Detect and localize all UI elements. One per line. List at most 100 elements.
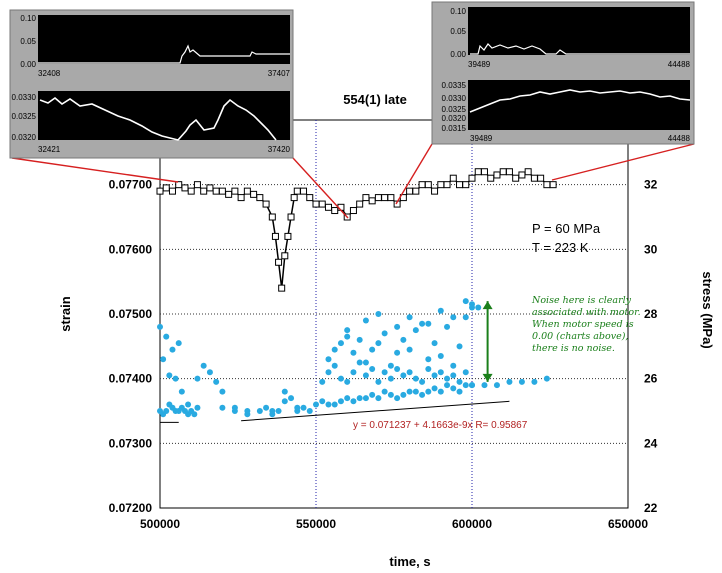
inset-top-plot [38,15,290,64]
stress-point [400,391,407,398]
stress-point [319,378,326,385]
strain-point [284,232,292,240]
stress-point [219,404,226,411]
stress-point [381,330,388,337]
strain-point [212,187,220,195]
stress-point [269,411,276,418]
inset-tick: 32408 [38,69,61,78]
strain-point [362,194,370,202]
fit-line [160,400,510,423]
callout-line [551,143,695,181]
stress-point [450,385,457,392]
strain-point [530,174,538,182]
stress-point [369,391,376,398]
inset-tick: 0.0315 [442,124,467,133]
stress-point [288,395,295,402]
stress-point [469,301,475,308]
stress-point [213,378,220,385]
strain-point [487,174,495,182]
y2-tick-label: 26 [644,372,658,386]
stress-point [381,369,388,376]
strain-point [278,284,286,292]
strain-point [543,181,551,189]
stress-point [325,401,332,408]
strain-point [162,184,170,192]
stress-point [543,375,550,382]
strain-point [474,168,482,176]
strain-point [381,194,389,202]
stress-point [387,362,394,369]
strain-point [368,197,376,205]
strain-point [187,187,195,195]
stress-point [219,388,226,395]
stress-point [206,369,213,376]
stress-point [325,369,332,376]
stress-point [244,408,251,414]
stress-point [362,372,369,379]
stress-point [362,359,369,366]
strain-point [443,181,451,189]
strain-point [206,184,214,192]
strain-point [306,194,314,202]
stress-point [437,388,444,395]
fit-equation: y = 0.071237 + 4.1663e-9x R= 0.95867 [353,420,528,431]
stress-point [375,378,382,385]
y2-tick-label: 22 [644,501,658,515]
inset-tick: 44488 [668,134,691,143]
y-tick-label: 0.07600 [109,242,153,256]
x-tick-label: 500000 [140,517,180,531]
strain-point [243,187,251,195]
x-tick-labels: 500000 550000 600000 650000 [140,517,648,531]
y2-tick-label: 24 [644,436,658,450]
stress-point [163,408,170,414]
x-tick-label: 600000 [452,517,492,531]
chart-title: 554(1) late [343,92,407,107]
stress-point [481,382,488,389]
inset-tick: 0.10 [20,14,36,23]
strain-point [281,252,289,260]
stress-point [444,323,451,330]
note-line: there is no noise. [532,343,615,354]
stress-point [456,343,463,350]
inset-top-plot [468,7,690,55]
stress-point [313,401,319,408]
stress-point [419,320,426,327]
y2-tick-label: 28 [644,307,658,321]
stress-point [450,362,457,369]
stress-point [263,404,270,411]
strain-point [499,168,507,176]
stress-point [493,382,500,389]
strain-point [493,171,501,179]
stress-point [344,327,351,334]
stress-point [462,298,469,305]
motor-speed-inset-left: 0.10 0.05 0.00 32408 37407 0.0330 0.0325… [9,9,294,159]
note-line: Noise here is clearly [531,295,632,306]
strain-point [437,181,445,189]
inset-tick: 39489 [468,60,491,69]
strain-point [387,194,395,202]
inset-tick: 0.0320 [12,133,37,142]
strain-point [505,168,513,176]
strain-point [290,194,298,202]
temperature-label: T = 223 K [532,240,589,255]
stress-point [469,382,475,389]
inset-tick: 44488 [668,60,691,69]
inset-trace [39,96,277,141]
stress-point [256,408,263,414]
stress-point [344,395,351,402]
stress-point [300,404,307,411]
strain-point [231,187,239,195]
stress-point [431,340,438,347]
stress-point [425,388,432,395]
inset-tick: 0.0335 [442,81,467,90]
note-line: 0.00 (charts above), [532,331,628,342]
stress-point [194,404,201,411]
strain-point [193,181,201,189]
inset-tick: 39489 [470,134,493,143]
y-tick-label: 0.07300 [109,436,153,450]
stress-point [337,375,344,382]
stress-point [406,346,413,353]
inset-trace [470,43,690,55]
strain-point [418,181,426,189]
strain-point [349,207,357,215]
